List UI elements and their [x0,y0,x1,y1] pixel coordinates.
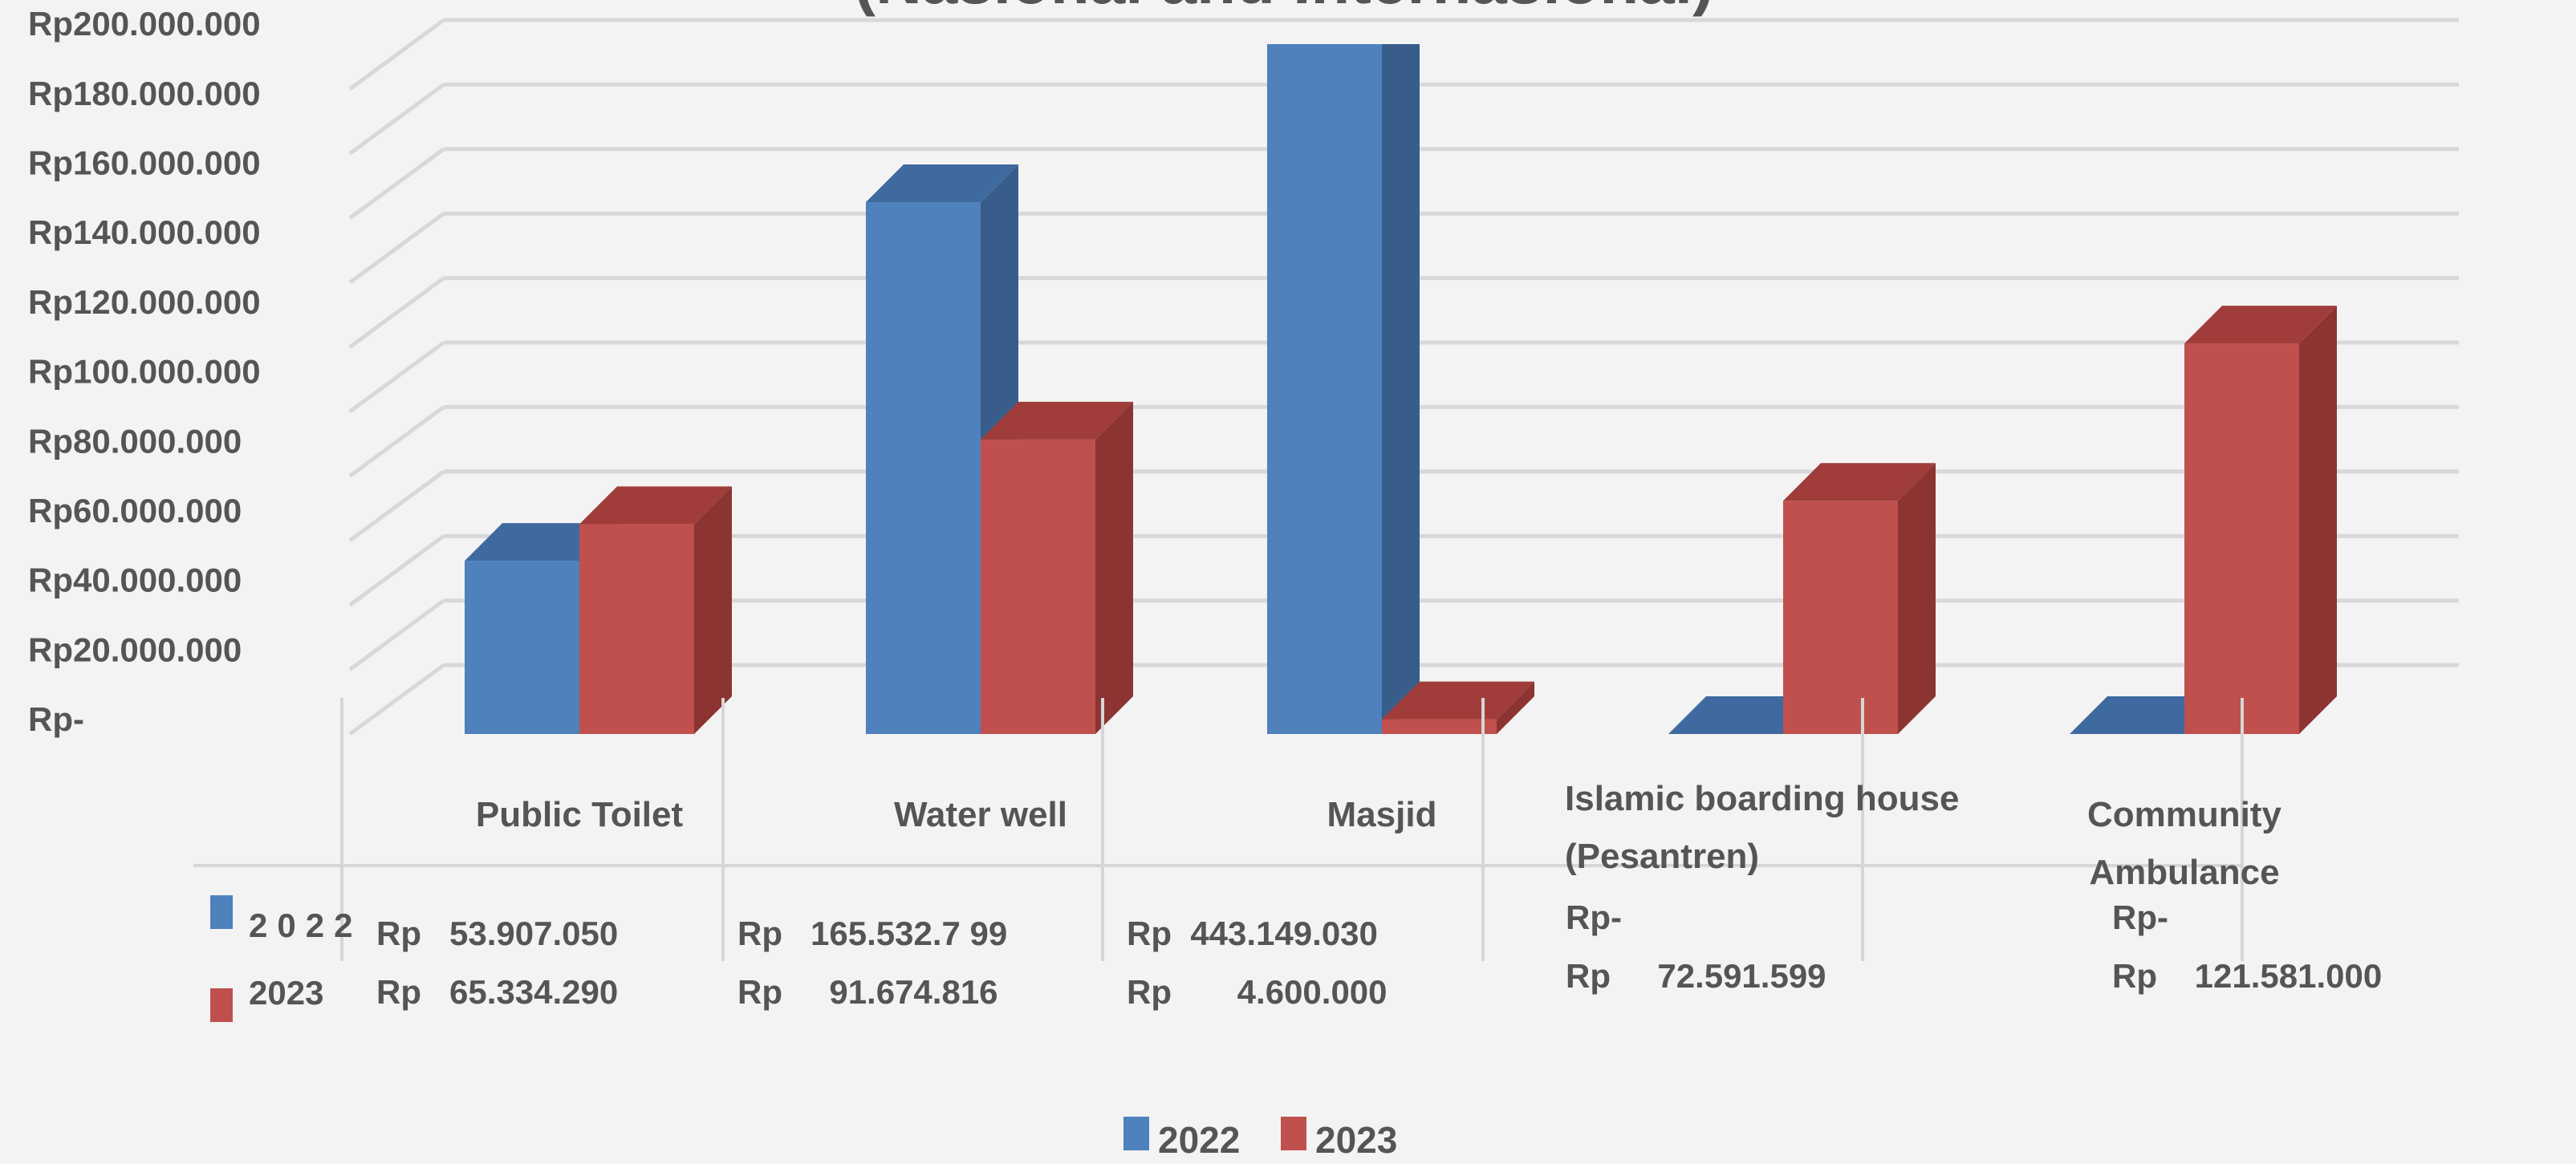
value-label: Rp 4.600.000 [1127,973,1388,1011]
x-tick-label: Masjid [1327,795,1437,834]
value-label: Rp 53.907.050 [376,915,618,952]
grid-line [348,147,445,220]
bar-side [1095,401,1133,734]
grid-line [348,405,445,478]
bar [1382,681,1534,734]
value-label: Rp- [1566,898,1622,936]
grid-line [348,340,445,414]
value-label: Rp 443.149.030 [1127,915,1378,952]
y-tick-label: Rp160.000.000 [28,144,261,181]
value-label: Rp 165.532.7 99 [737,915,1007,952]
bar [1267,44,1420,734]
bar-front [866,202,981,734]
table-legend-swatch [210,988,233,1022]
bar-side [2299,306,2337,734]
y-tick-label: Rp120.000.000 [28,283,261,321]
bar [1783,463,1936,734]
bar [981,401,1133,734]
value-label: Rp 91.674.816 [737,973,998,1011]
bar-top [1783,463,1936,501]
legend-swatch [1123,1117,1149,1150]
x-tick-label: Public Toilet [475,795,684,834]
bar-side [1382,44,1420,734]
grid-line [348,598,445,671]
bar-side [1497,681,1534,734]
y-tick-label: Rp180.000.000 [28,75,261,112]
value-label: Rp 65.334.290 [376,973,618,1011]
y-tick-label: Rp40.000.000 [28,562,242,599]
x-tick-label: Community Ambulance [2087,795,2281,892]
bar [2184,306,2337,734]
grid-line [348,83,445,156]
y-tick-label: Rp80.000.000 [28,422,242,460]
bar-front [981,439,1095,734]
grid-line [348,18,445,91]
bar-top [866,164,1018,203]
table-lines [193,698,2244,961]
legend-label: 2023 [1315,1119,1397,1161]
y-tick-label: Rp200.000.000 [28,5,261,43]
bar-front [1783,501,1898,734]
grid-line [348,469,445,542]
table-legend-label: 2023 [249,974,323,1012]
bar-top [465,523,617,562]
y-tick-label: Rp- [28,700,84,738]
bar-side [1898,463,1936,734]
grid-line [348,212,445,285]
y-tick-label: Rp20.000.000 [28,631,242,668]
value-label: Rp- [2112,898,2168,936]
grid-line [348,276,445,349]
grid [348,18,2459,736]
bar-front [1267,44,1382,734]
legend-label: 2022 [1158,1119,1240,1161]
x-tick-label: Islamic boarding house (Pesantren) [1565,779,1960,876]
value-label: Rp 121.581.000 [2112,957,2382,995]
table-legend-label: 2022 [249,906,362,944]
value-label: Rp 72.591.599 [1566,957,1826,995]
bar-top [579,486,732,525]
bar-front [579,524,694,734]
bar-top [1668,696,1821,734]
grid-line [348,534,445,607]
bar-front [2184,343,2299,734]
bar-top [981,401,1133,440]
y-tick-label: Rp140.000.000 [28,213,261,251]
y-tick-label: Rp60.000.000 [28,492,242,529]
bar-top [2184,306,2337,344]
bar-front [465,561,579,734]
x-tick-label: Water well [894,795,1067,834]
bar [2070,696,2222,734]
bar [1668,696,1821,734]
bars [465,44,2337,734]
grid-line [348,663,445,736]
chart-title: (Nasional and Internasional) [854,0,1713,17]
legend-swatch [1281,1117,1306,1150]
y-tick-label: Rp100.000.000 [28,353,261,391]
bar [579,486,732,734]
table-legend-swatch [210,895,233,929]
bar-top [1382,681,1534,720]
bar-side [694,486,732,734]
bar-top [2070,696,2222,734]
bar-front [1382,719,1497,734]
